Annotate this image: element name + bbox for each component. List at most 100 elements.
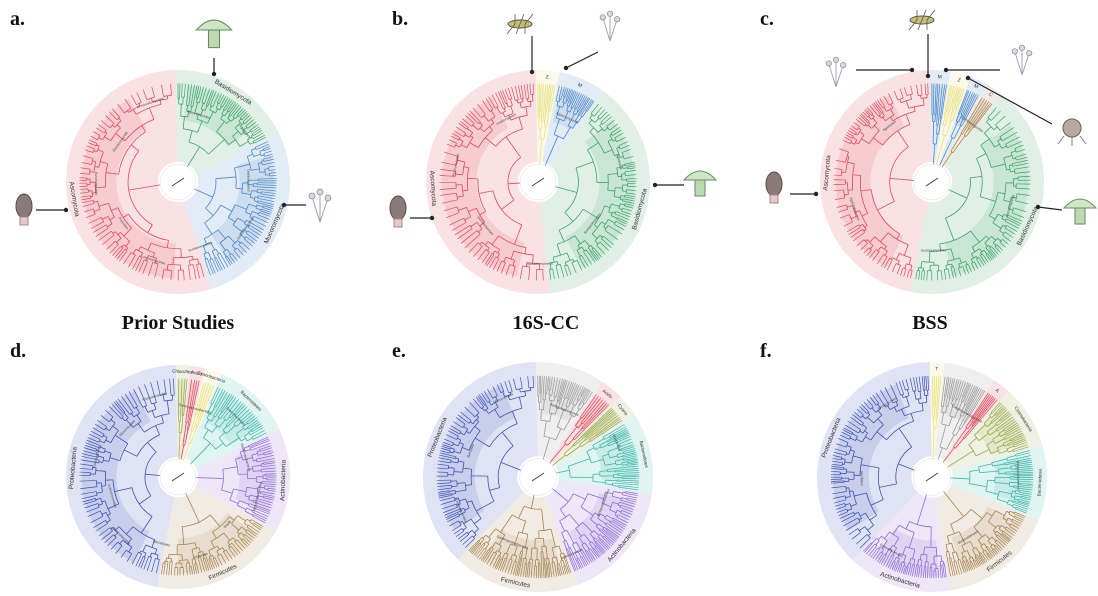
tree-branch: [437, 490, 450, 493]
tree-node-arc: [195, 426, 198, 428]
tree-branch: [868, 545, 878, 557]
tree-node-arc: [509, 395, 526, 401]
tree-node-arc: [98, 151, 104, 168]
tree-branch: [918, 376, 922, 392]
tree-branch: [584, 410, 615, 437]
tree-stem: [210, 541, 215, 549]
tree-stem: [182, 116, 185, 129]
tree-stem: [138, 495, 152, 505]
tree-branch: [965, 386, 979, 411]
tree-stem: [127, 110, 130, 113]
tree-stem: [986, 440, 994, 446]
tree-branch: [906, 269, 910, 278]
tree-branch: [609, 123, 618, 131]
tree-node-arc: [572, 403, 576, 407]
tree-branch: [477, 249, 487, 261]
tree-stem: [478, 537, 483, 541]
tree-branch: [961, 94, 979, 127]
tree-stem: [1011, 496, 1015, 498]
tree-branch: [484, 548, 494, 564]
tree-branch: [492, 386, 498, 396]
tree-branch: [571, 262, 577, 273]
tree-stem: [525, 534, 529, 548]
tree-stem: [611, 203, 620, 207]
tree-branch: [976, 258, 982, 268]
tree-branch: [614, 468, 639, 471]
tree-stem: [98, 503, 103, 506]
tree-node-arc: [105, 512, 111, 521]
tree-node-arc: [939, 230, 971, 245]
tree-stem: [499, 552, 502, 556]
tree-branch: [542, 269, 544, 281]
tree-stem: [904, 562, 906, 566]
tree-node-arc: [996, 447, 1000, 454]
tree-branch: [850, 416, 862, 426]
tree-node-arc: [462, 162, 466, 175]
tree-stem: [487, 538, 491, 544]
tree-branch: [1007, 436, 1025, 445]
tree-stem: [159, 100, 162, 105]
tree-branch: [602, 424, 625, 438]
tree-stem: [190, 106, 193, 112]
tree-branch: [993, 546, 1000, 553]
tree-stem: [185, 493, 200, 523]
tree-branch: [256, 454, 275, 460]
tree-stem: [574, 408, 580, 418]
tree-stem: [859, 224, 863, 227]
tree-branch: [951, 378, 958, 400]
tree-stem: [574, 552, 579, 559]
tree-branch: [188, 265, 191, 280]
tree-branch: [949, 558, 954, 577]
tree-branch: [106, 240, 116, 250]
tree-branch: [204, 558, 210, 571]
tree-branch: [473, 398, 482, 409]
tree-branch: [138, 386, 148, 406]
tree-stem: [964, 556, 968, 561]
tree-stem: [993, 126, 998, 131]
tree-stem: [215, 442, 224, 450]
subclade-label: Rhodobacterales: [142, 391, 168, 402]
tree-stem: [986, 422, 992, 428]
tree-stem: [941, 406, 943, 413]
tree-branch: [953, 266, 957, 278]
tree-branch: [219, 252, 229, 268]
tree-stem: [512, 260, 516, 266]
tree-stem: [513, 531, 520, 546]
tree-branch: [586, 550, 595, 562]
tree-branch: [446, 212, 460, 219]
tree-branch: [440, 447, 451, 452]
tree-stem: [889, 177, 915, 181]
tree-stem: [985, 247, 990, 252]
tree-stem: [543, 126, 547, 140]
tree-branch: [253, 136, 266, 144]
tree-branch: [874, 551, 882, 561]
subclade-label: Alphaproteobacteria: [252, 481, 263, 512]
tree-stem: [954, 409, 959, 418]
tree-node-arc: [1006, 448, 1009, 453]
tree-branch: [841, 431, 851, 437]
tree-node-arc: [849, 436, 852, 440]
tree-node-arc: [484, 547, 487, 550]
tree-stem: [211, 251, 216, 259]
tree-node-arc: [985, 546, 988, 548]
tree-stem: [965, 417, 973, 428]
tree-stem: [115, 133, 126, 142]
tree-stem: [180, 104, 182, 117]
tree-stem: [207, 251, 212, 259]
tree-stem: [950, 133, 962, 152]
tree-branch: [449, 217, 464, 226]
tree-node-arc: [599, 125, 605, 132]
clade-band: [175, 365, 191, 457]
tree-stem: [495, 396, 499, 402]
tree-branch: [252, 509, 269, 517]
tree-branch: [264, 153, 273, 157]
tree-stem: [210, 406, 216, 416]
tree-stem: [236, 428, 244, 435]
tree-branch: [886, 259, 893, 270]
tree-stem: [1003, 154, 1013, 159]
tree-stem: [616, 166, 623, 169]
tree-branch: [138, 259, 145, 273]
tree-branch: [616, 481, 640, 484]
tree-node-arc: [992, 524, 999, 531]
tree-node-arc: [105, 520, 108, 524]
